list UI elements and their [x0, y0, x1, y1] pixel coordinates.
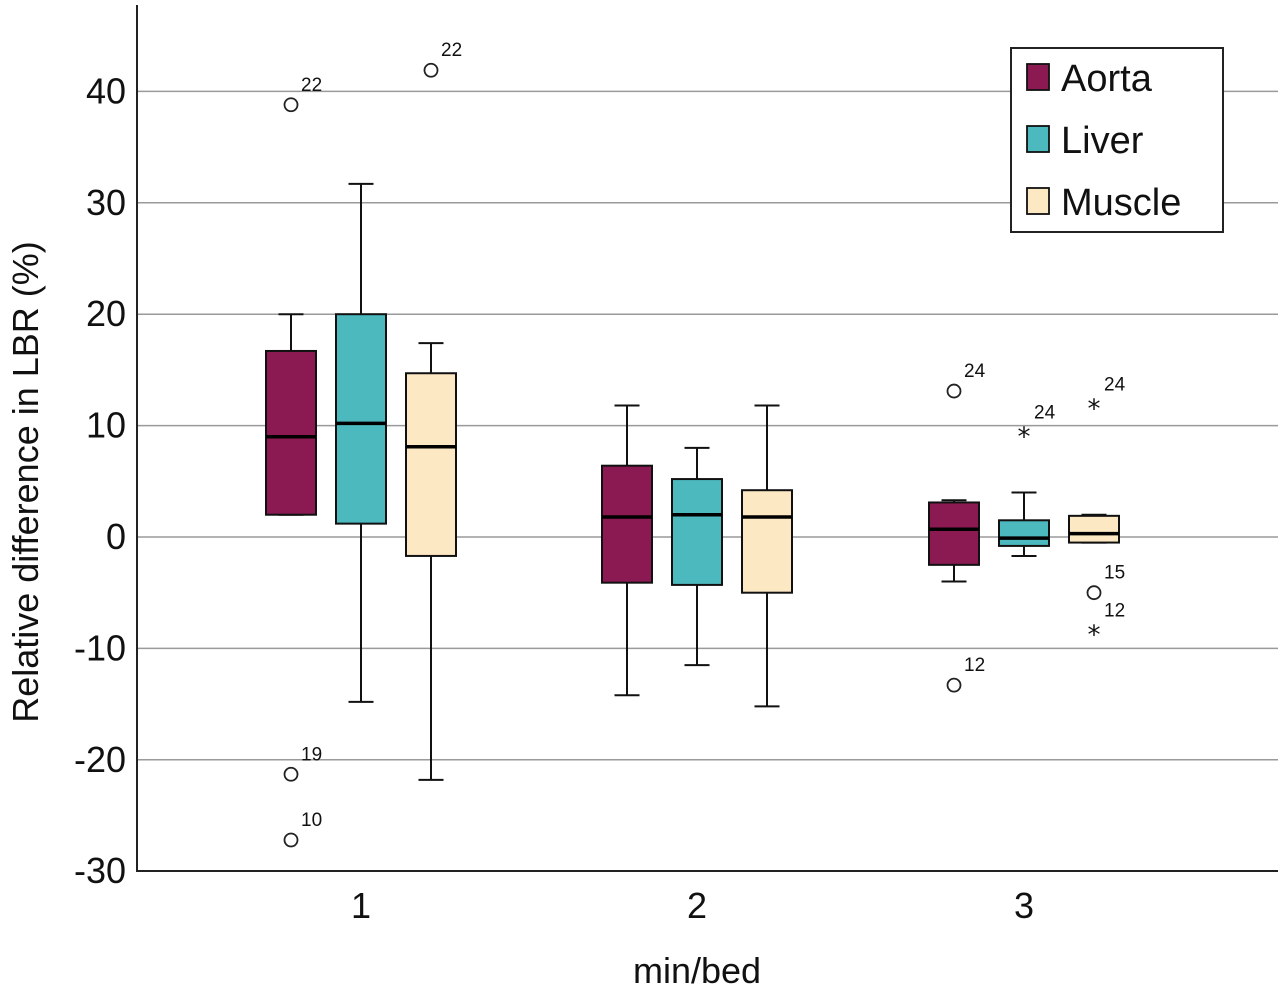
outlier-star: *	[1088, 621, 1101, 651]
box-aorta-3	[928, 499, 980, 583]
legend-swatch-aorta	[1026, 63, 1050, 91]
legend-swatch-muscle	[1026, 187, 1050, 215]
y-tick-label: 10	[86, 405, 126, 446]
outlier-circle	[283, 832, 299, 848]
legend: Aorta Liver Muscle	[1010, 47, 1224, 233]
outlier-label: 22	[301, 75, 322, 96]
box-muscle-3	[1068, 513, 1120, 544]
outlier-label: 24	[964, 361, 986, 382]
outlier-star: *	[1088, 394, 1101, 424]
legend-label-aorta: Aorta	[1061, 58, 1153, 100]
box-groups	[265, 182, 1120, 781]
box-aorta-2	[601, 404, 653, 697]
outlier-label: 10	[301, 810, 322, 831]
box-body	[998, 519, 1050, 547]
legend-label-liver: Liver	[1061, 120, 1144, 162]
y-axis-title: Relative difference in LBR (%)	[5, 241, 46, 723]
box-body	[741, 489, 793, 594]
box-liver-1	[335, 182, 387, 703]
x-tick-label: 3	[1014, 885, 1034, 926]
y-tick-label: 30	[86, 182, 126, 223]
outlier-circle	[423, 62, 439, 78]
box-body	[265, 349, 317, 516]
outlier-circle	[946, 677, 962, 693]
y-tick-label: 0	[106, 516, 126, 557]
outlier-label: 24	[1034, 402, 1056, 423]
box-liver-2	[671, 446, 723, 667]
outlier-circle	[283, 766, 299, 782]
x-axis-title: min/bed	[633, 950, 761, 990]
y-tick-label: -10	[74, 627, 126, 668]
outlier-label: 12	[964, 655, 985, 676]
y-tick-label: 20	[86, 293, 126, 334]
y-tick-label: -20	[74, 739, 126, 780]
box-aorta-1	[265, 313, 317, 516]
y-tick-label: -30	[74, 850, 126, 891]
box-body	[671, 478, 723, 586]
outlier-label: 22	[441, 40, 462, 61]
box-muscle-2	[741, 404, 793, 708]
box-liver-3	[998, 491, 1050, 557]
box-body	[405, 372, 457, 557]
legend-swatch-liver	[1026, 125, 1050, 153]
x-tick-label: 1	[351, 885, 371, 926]
outlier-circle	[283, 97, 299, 113]
box-body	[601, 464, 653, 584]
box-body	[928, 501, 980, 566]
x-tick-label: 2	[687, 885, 707, 926]
outlier-circle	[1086, 585, 1102, 601]
y-tick-label: 40	[86, 70, 126, 111]
box-muscle-1	[405, 342, 457, 781]
outlier-star: *	[1018, 422, 1031, 452]
y-axis-ticks: -30 -20 -10 0 10 20 30 40	[74, 70, 126, 891]
outlier-label: 24	[1104, 374, 1126, 395]
box-body	[1068, 514, 1120, 544]
outlier-label: 15	[1104, 563, 1125, 584]
box-body	[335, 313, 387, 525]
x-axis-ticks: 1 2 3	[351, 885, 1034, 926]
outlier-circle	[946, 383, 962, 399]
outlier-label: 19	[301, 744, 322, 765]
outlier-label: 12	[1104, 601, 1125, 622]
legend-label-muscle: Muscle	[1061, 182, 1181, 224]
